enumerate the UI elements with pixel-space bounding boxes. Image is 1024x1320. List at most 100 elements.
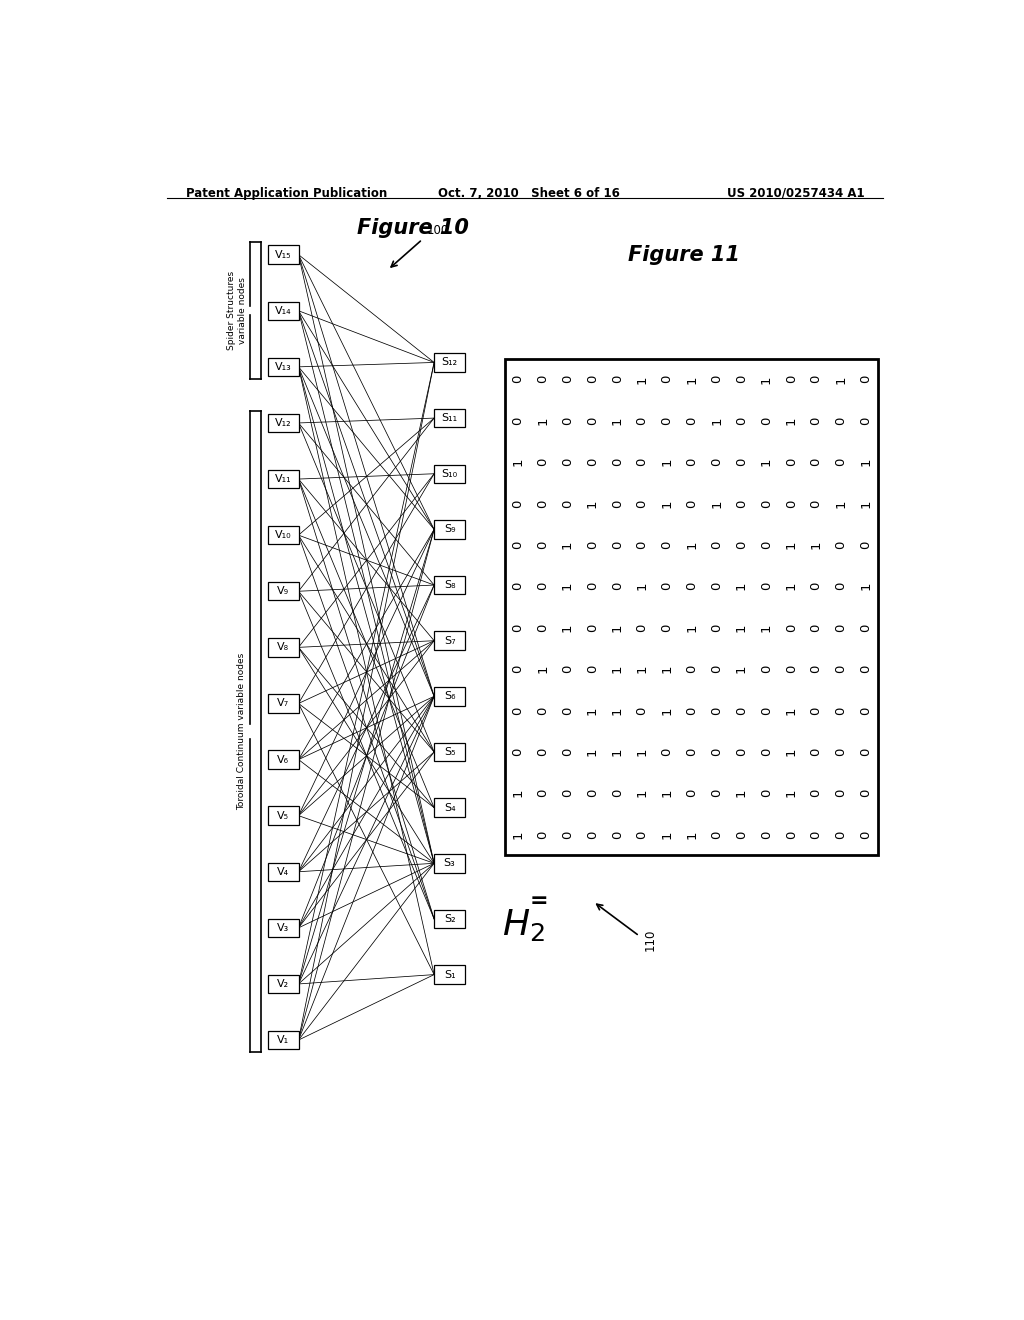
- Text: 0: 0: [511, 375, 524, 384]
- Text: 0: 0: [511, 582, 524, 590]
- Text: V₁₂: V₁₂: [274, 418, 291, 428]
- FancyBboxPatch shape: [267, 750, 299, 768]
- Text: 1: 1: [859, 582, 872, 590]
- Text: 1: 1: [735, 665, 748, 673]
- FancyBboxPatch shape: [434, 799, 465, 817]
- Text: 0: 0: [784, 830, 798, 838]
- Text: 1: 1: [636, 582, 648, 590]
- Text: 0: 0: [685, 665, 698, 673]
- Text: 0: 0: [835, 706, 848, 714]
- Text: V₉: V₉: [276, 586, 289, 597]
- FancyBboxPatch shape: [267, 413, 299, 432]
- Text: 0: 0: [561, 665, 574, 673]
- Text: 0: 0: [859, 417, 872, 425]
- Text: V₇: V₇: [276, 698, 289, 709]
- Text: 1: 1: [735, 789, 748, 797]
- Text: 0: 0: [685, 582, 698, 590]
- Text: 0: 0: [537, 541, 549, 549]
- Text: V₁₁: V₁₁: [274, 474, 291, 484]
- Text: 0: 0: [685, 417, 698, 425]
- Text: 1: 1: [586, 747, 599, 756]
- Text: 1: 1: [685, 830, 698, 838]
- Text: 0: 0: [760, 665, 773, 673]
- Text: S₂: S₂: [443, 913, 456, 924]
- Text: 0: 0: [810, 789, 822, 797]
- Text: S₉: S₉: [443, 524, 456, 535]
- Text: S₁: S₁: [443, 970, 456, 979]
- Text: 0: 0: [511, 541, 524, 549]
- Text: 0: 0: [561, 417, 574, 425]
- Text: 0: 0: [760, 582, 773, 590]
- Text: 1: 1: [835, 375, 848, 384]
- Text: 1: 1: [511, 789, 524, 797]
- Text: 0: 0: [561, 375, 574, 384]
- Text: 0: 0: [711, 541, 723, 549]
- Text: 0: 0: [711, 375, 723, 384]
- Text: 0: 0: [711, 665, 723, 673]
- Text: 0: 0: [561, 458, 574, 466]
- Text: 0: 0: [610, 830, 624, 838]
- Text: S₁₀: S₁₀: [441, 469, 458, 479]
- Text: 1: 1: [685, 541, 698, 549]
- Text: 1: 1: [636, 747, 648, 756]
- Text: 0: 0: [859, 830, 872, 838]
- Text: 1: 1: [784, 747, 798, 756]
- Text: 1: 1: [735, 582, 748, 590]
- Text: S₈: S₈: [443, 579, 456, 590]
- Text: S₄: S₄: [443, 803, 456, 813]
- Text: 0: 0: [685, 789, 698, 797]
- Text: 0: 0: [586, 830, 599, 838]
- Text: 0: 0: [537, 789, 549, 797]
- FancyBboxPatch shape: [267, 525, 299, 544]
- Text: 0: 0: [660, 417, 674, 425]
- Text: 0: 0: [636, 623, 648, 632]
- Text: 0: 0: [586, 458, 599, 466]
- FancyBboxPatch shape: [267, 301, 299, 319]
- Text: 0: 0: [735, 747, 748, 756]
- Text: 0: 0: [537, 375, 549, 384]
- Text: V₁₅: V₁₅: [274, 249, 291, 260]
- Text: Figure 10: Figure 10: [356, 218, 469, 238]
- Text: S₁₁: S₁₁: [441, 413, 458, 424]
- Text: 1: 1: [636, 665, 648, 673]
- Text: 1: 1: [760, 458, 773, 466]
- Text: 1: 1: [537, 665, 549, 673]
- FancyBboxPatch shape: [434, 354, 465, 372]
- FancyBboxPatch shape: [267, 694, 299, 713]
- FancyBboxPatch shape: [434, 520, 465, 539]
- Text: 1: 1: [760, 623, 773, 632]
- Text: 0: 0: [711, 747, 723, 756]
- Text: 0: 0: [685, 747, 698, 756]
- FancyBboxPatch shape: [267, 807, 299, 825]
- Text: 0: 0: [537, 747, 549, 756]
- Text: 0: 0: [636, 458, 648, 466]
- Text: 0: 0: [835, 665, 848, 673]
- Text: 110: 110: [643, 929, 656, 952]
- Text: 0: 0: [537, 706, 549, 714]
- Text: 0: 0: [760, 789, 773, 797]
- Text: 0: 0: [511, 499, 524, 508]
- Text: 1: 1: [835, 499, 848, 508]
- Text: 0: 0: [610, 541, 624, 549]
- Text: 1: 1: [784, 582, 798, 590]
- Text: 0: 0: [586, 789, 599, 797]
- Text: 0: 0: [660, 582, 674, 590]
- Text: 1: 1: [784, 789, 798, 797]
- Text: 1: 1: [537, 416, 549, 425]
- Text: V₄: V₄: [276, 867, 289, 876]
- Text: Spider Structures
variable nodes: Spider Structures variable nodes: [227, 271, 247, 350]
- Text: 0: 0: [810, 375, 822, 384]
- Text: 0: 0: [586, 665, 599, 673]
- Text: 1: 1: [859, 458, 872, 466]
- Text: 0: 0: [561, 706, 574, 714]
- Text: S₆: S₆: [443, 692, 456, 701]
- Text: 0: 0: [810, 747, 822, 756]
- Text: S₁₂: S₁₂: [441, 358, 458, 367]
- FancyBboxPatch shape: [434, 409, 465, 428]
- Text: 1: 1: [610, 623, 624, 632]
- Text: 0: 0: [685, 458, 698, 466]
- Text: 1: 1: [561, 582, 574, 590]
- Text: V₁₄: V₁₄: [274, 306, 291, 315]
- Text: 0: 0: [735, 417, 748, 425]
- Text: 0: 0: [511, 623, 524, 632]
